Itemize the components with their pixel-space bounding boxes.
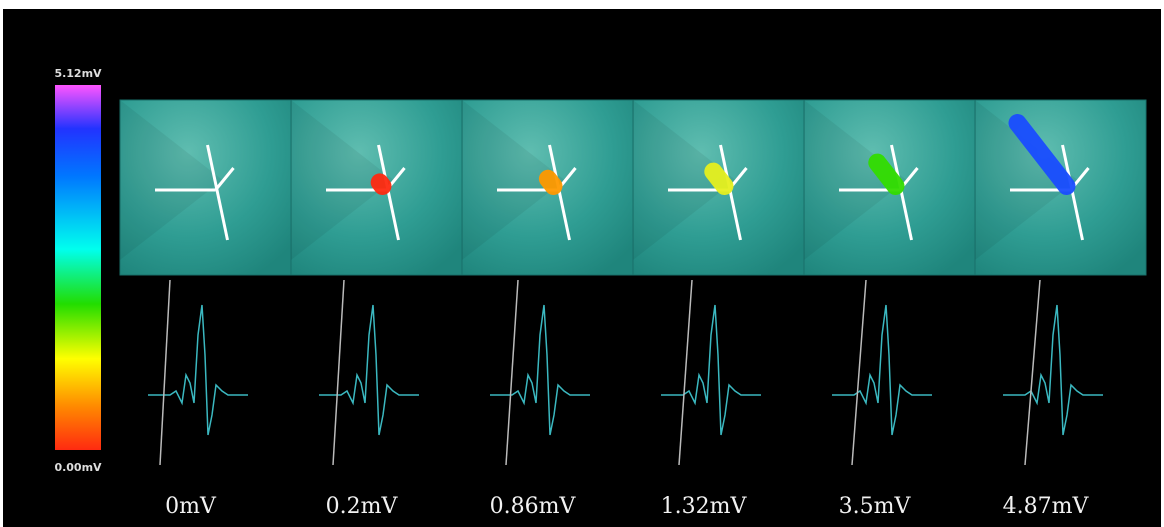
panel-label: 0mV <box>165 494 217 519</box>
page: {"colorbar": {"max_label": "5.12mV", "mi… <box>0 0 1164 527</box>
panel-label: 0.86mV <box>490 494 577 519</box>
lesion <box>713 172 724 186</box>
color-bar <box>55 85 101 450</box>
figure: 5.12mV 0.00mV 0mV 0.2mV 0.86mV 1.32mV 3.5mV 4… <box>0 0 1164 527</box>
color-bar-max: 5.12mV <box>54 67 102 80</box>
lesion <box>380 182 383 186</box>
color-bar-min: 0.00mV <box>54 461 102 474</box>
panel-label: 0.2mV <box>326 494 399 519</box>
panel-label: 1.32mV <box>661 494 748 519</box>
border <box>0 9 3 527</box>
panel-label: 4.87mV <box>1003 494 1090 519</box>
panel-label: 3.5mV <box>839 494 912 519</box>
lesion <box>548 179 554 186</box>
